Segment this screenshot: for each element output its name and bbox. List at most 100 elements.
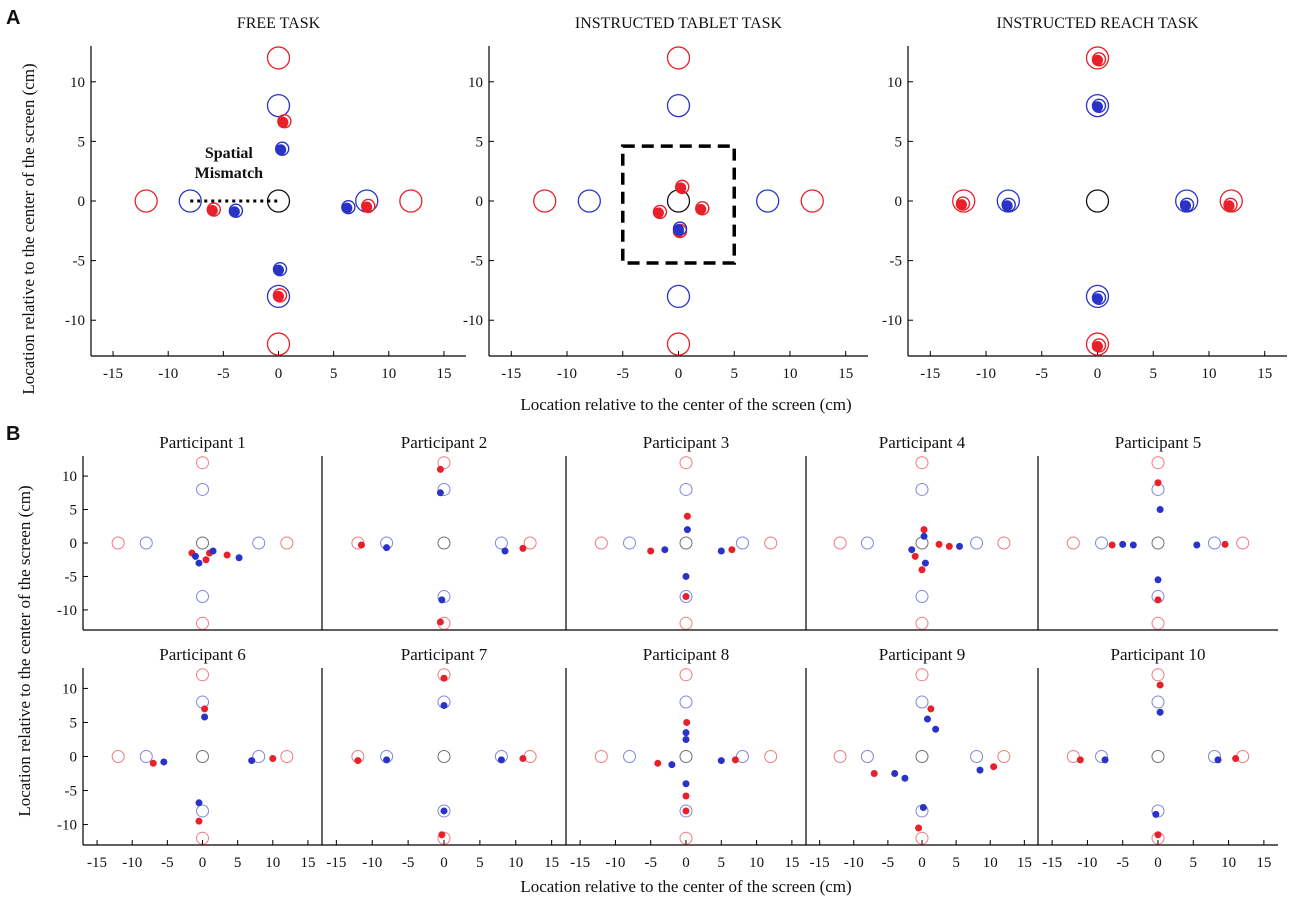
panel-title: Participant 7 [401, 645, 488, 664]
target-circle-blue [623, 536, 637, 550]
response-point-blue [160, 758, 168, 766]
response-point-red [354, 757, 362, 765]
panel-b-label: B [6, 423, 20, 445]
target-circle-red [952, 189, 976, 213]
x-tick-label: -5 [1036, 366, 1049, 382]
response-point-blue [682, 780, 690, 788]
response-point-red [269, 755, 277, 763]
target-circle-black [1151, 536, 1165, 550]
response-point-red [436, 618, 444, 626]
x-tick-label: -15 [570, 855, 590, 871]
x-tick-label: -15 [326, 855, 346, 871]
x-tick-label: -15 [501, 366, 521, 382]
response-ring-blue [672, 221, 688, 236]
target-circle-black [1085, 189, 1110, 213]
target-circle-red [1151, 668, 1165, 682]
panel-title: INSTRUCTED REACH TASK [997, 15, 1199, 32]
target-circle-red [679, 616, 693, 630]
target-circle-blue [266, 284, 291, 309]
response-ring-red [1091, 338, 1107, 353]
response-point-red [201, 705, 209, 713]
target-circle-blue [1095, 750, 1109, 763]
response-point-blue [683, 526, 691, 534]
y-tick-label: 0 [70, 536, 78, 552]
target-circle-red [594, 536, 608, 550]
response-point-blue [682, 735, 690, 743]
target-circle-red [280, 750, 294, 763]
response-point-red [683, 512, 691, 520]
x-tick-label: -5 [644, 855, 657, 871]
x-tick-label: 0 [918, 855, 926, 871]
response-point-red [870, 770, 878, 778]
response-point-red [519, 544, 527, 552]
x-tick-label: -5 [1116, 855, 1129, 871]
target-circle-red [997, 750, 1011, 763]
target-circle-black [1151, 750, 1165, 763]
panel-title: Participant 3 [643, 433, 729, 452]
target-circle-red [997, 536, 1011, 550]
response-ring-blue [1001, 197, 1016, 212]
target-circle-red [1066, 536, 1080, 550]
target-circle-blue [679, 590, 693, 604]
target-circle-red [915, 456, 929, 470]
target-circle-red [915, 831, 929, 845]
target-circle-blue [577, 189, 601, 213]
x-tick-label: -10 [605, 855, 625, 871]
target-circle-black [679, 750, 693, 763]
response-point-red [436, 465, 444, 473]
x-tick-label: 10 [1221, 855, 1236, 871]
target-circle-blue [196, 804, 209, 818]
target-circle-blue [679, 804, 693, 818]
response-point-red [1232, 755, 1240, 763]
target-circle-red [134, 189, 158, 213]
x-tick-label: -5 [882, 855, 895, 871]
target-circle-red [679, 668, 693, 682]
response-point-red [920, 526, 928, 534]
target-circle-blue [860, 750, 874, 763]
response-point-blue [932, 725, 940, 733]
response-point-red [683, 718, 691, 726]
x-tick-label: 5 [1190, 855, 1198, 871]
x-tick-label: 15 [784, 855, 799, 871]
annotation-line-2: Mismatch [195, 165, 264, 182]
axes [565, 456, 806, 631]
x-tick-label: -5 [617, 366, 630, 382]
target-circle-red [764, 536, 778, 550]
target-circle-red [1085, 46, 1110, 70]
response-point-red [647, 547, 655, 555]
response-point-red [202, 556, 210, 564]
target-circle-blue [679, 695, 693, 709]
panel-a-label: A [6, 7, 20, 29]
response-point-blue [501, 547, 509, 555]
target-circle-blue [756, 189, 780, 213]
target-circle-blue [735, 536, 749, 550]
x-tick-label: 5 [476, 855, 484, 871]
chart-panel-5: Participant 2 [321, 433, 566, 631]
x-tick-label: 10 [983, 855, 998, 871]
response-point-blue [440, 807, 448, 815]
chart-panel-2: -15 -10 -5 0 5 10 15 -10 -5 0 5 10 INSTRUCTED TABLET… [463, 15, 868, 382]
y-tick-label: -5 [73, 254, 86, 270]
annotation-line-1: Spatial [205, 145, 254, 162]
response-point-red [927, 705, 935, 713]
chart-panel-4: -10 -5 0 5 10 Participant 1 [57, 433, 322, 631]
chart-panel-10: -15 -10 -5 0 5 10 15 Participant 7 [321, 645, 566, 871]
panel-b-x-axis-label: Location relative to the center of the s… [520, 877, 851, 896]
target-circle-red [679, 831, 693, 845]
axes: -10 -5 0 5 10 [57, 456, 322, 631]
x-tick-label: -5 [161, 855, 174, 871]
y-tick-label: -5 [65, 569, 78, 585]
y-tick-label: 5 [70, 503, 78, 519]
response-point-red [1154, 479, 1162, 487]
y-tick-label: -5 [65, 784, 78, 800]
x-tick-label: -10 [844, 855, 864, 871]
axes [1037, 456, 1278, 631]
x-tick-label: 15 [1257, 366, 1272, 382]
target-circle-red [1151, 616, 1165, 630]
target-circle-blue [1207, 750, 1221, 763]
response-point-red [935, 540, 943, 548]
response-ring-red [361, 198, 376, 214]
target-circle-blue [139, 536, 153, 550]
response-point-red [728, 546, 736, 554]
